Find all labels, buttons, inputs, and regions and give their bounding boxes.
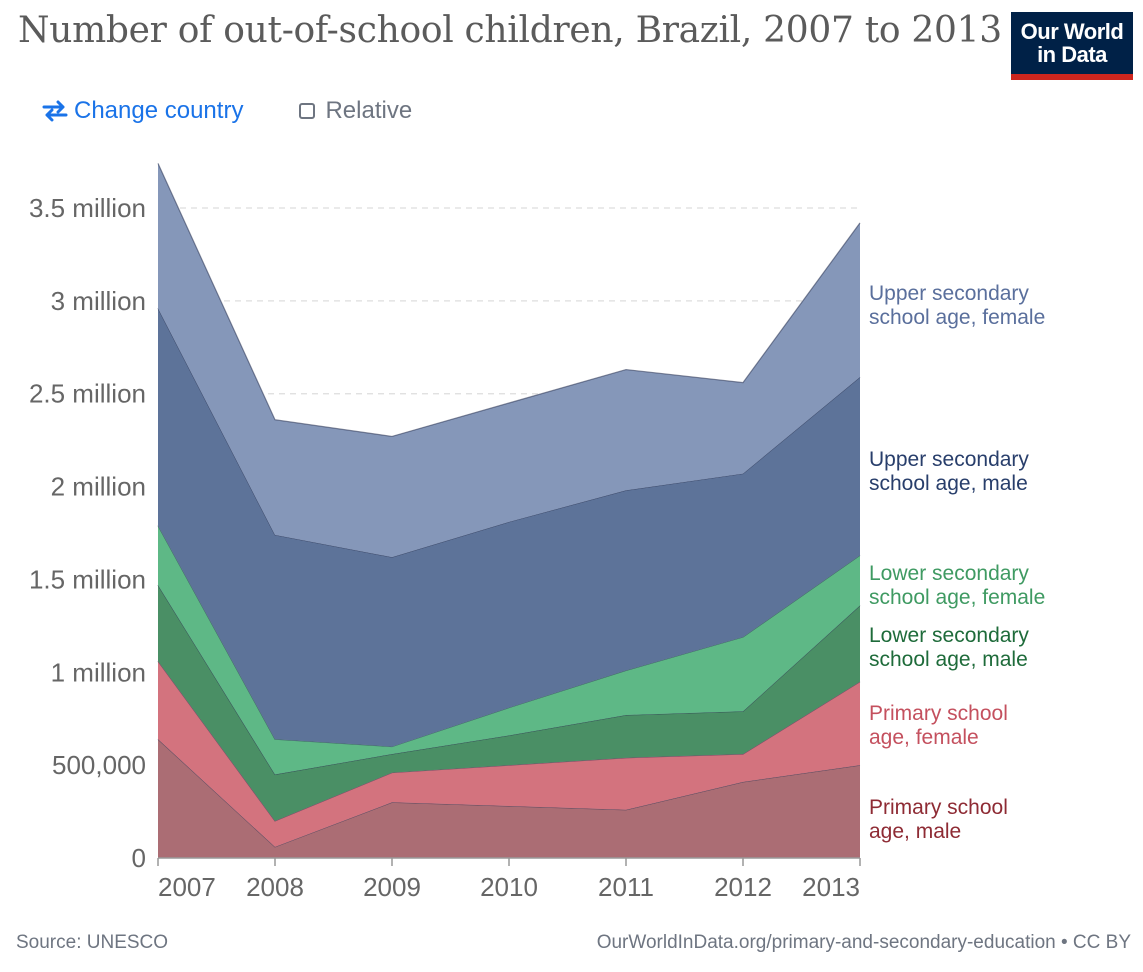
series-label-line: age, male [869, 820, 961, 843]
logo-line-1: Our World [1020, 19, 1124, 44]
x-tick-label: 2007 [158, 872, 216, 902]
relative-checkbox[interactable] [299, 103, 316, 119]
footer-url-license[interactable]: OurWorldInData.org/primary-and-secondary… [596, 932, 1131, 953]
y-tick-label: 3 million [51, 286, 146, 316]
relative-toggle[interactable]: Relative [299, 97, 412, 125]
series-label-line: Lower secondary [869, 624, 1029, 647]
source-note: Source: UNESCO [16, 932, 169, 953]
area-edge-upper-secondary-school-age-female [157, 163, 861, 438]
change-country-button[interactable]: Change country [42, 97, 243, 125]
area-primary-school-age-male[interactable] [158, 739, 860, 858]
series-label-line: age, female [869, 726, 979, 749]
logo-line-2: in Data [1037, 42, 1107, 67]
x-tick-label: 2010 [480, 872, 538, 902]
area-edge-lower-secondary-school-age-male [157, 584, 861, 776]
y-tick-label: 1.5 million [29, 564, 146, 594]
owid-logo[interactable]: Our World in Data [1011, 12, 1133, 80]
y-tick-label: 2.5 million [29, 379, 146, 409]
y-tick-label: 0 [132, 843, 146, 873]
y-tick-label: 3.5 million [29, 193, 146, 223]
series-label-line: school age, female [869, 306, 1045, 329]
series-label-line: Upper secondary [869, 282, 1029, 305]
swap-arrows-icon [42, 100, 68, 122]
series-label-line: Upper secondary [869, 448, 1029, 471]
relative-label: Relative [325, 97, 413, 124]
x-tick-label: 2009 [363, 872, 421, 902]
chart-title: Number of out-of-school children, Brazil… [18, 10, 1002, 51]
y-tick-label: 2 million [51, 472, 146, 502]
series-label-line: school age, female [869, 586, 1045, 609]
series-label-line: Primary school [869, 796, 1008, 819]
area-upper-secondary-school-age-male[interactable] [158, 308, 860, 747]
chart-controls: Change country Relative [42, 94, 412, 128]
y-tick-label: 1 million [51, 657, 146, 687]
x-tick-label: 2011 [598, 872, 654, 902]
series-label-line: Lower secondary [869, 562, 1029, 585]
area-primary-school-age-female[interactable] [158, 661, 860, 847]
x-tick-label: 2012 [714, 872, 772, 902]
y-tick-label: 500,000 [52, 750, 146, 780]
series-label-line: Primary school [869, 702, 1008, 725]
series-label-line: school age, male [869, 472, 1028, 495]
area-upper-secondary-school-age-female[interactable] [158, 163, 860, 558]
area-lower-secondary-school-age-female[interactable] [158, 525, 860, 775]
x-tick-label: 2013 [802, 872, 860, 902]
change-country-label: Change country [74, 97, 244, 124]
series-label-line: school age, male [869, 648, 1028, 671]
area-series [157, 163, 861, 858]
x-tick-label: 2008 [246, 872, 304, 902]
axes: 0 500,000 1 million 1.5 million 2 million 2.5… [29, 193, 861, 902]
